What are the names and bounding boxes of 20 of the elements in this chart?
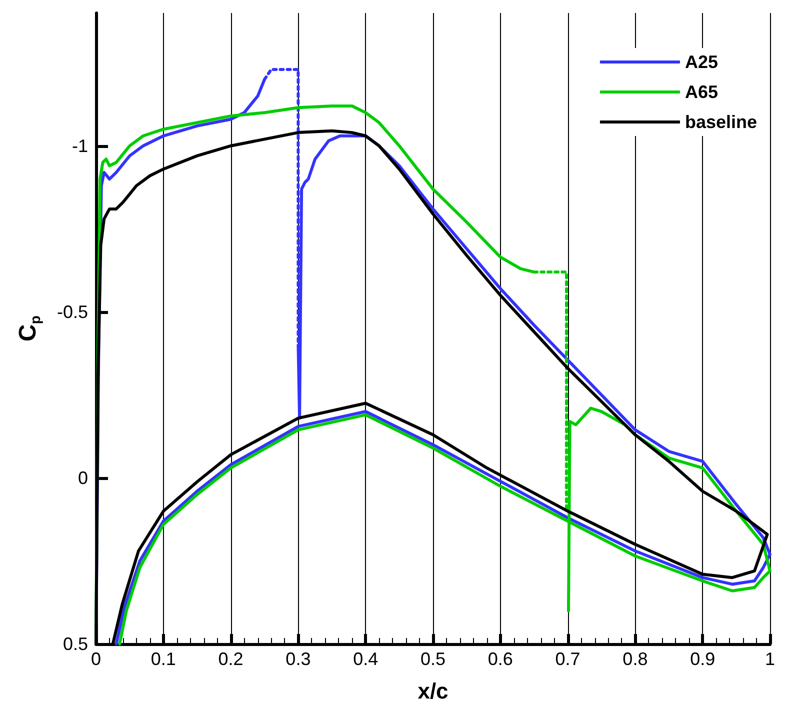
y-tick-label: -1	[72, 136, 88, 156]
x-axis-title: x/c	[418, 678, 448, 704]
x-tick-label: 0.7	[555, 649, 580, 669]
x-tick-label: 0.3	[286, 649, 311, 669]
y-tick-label: 0	[78, 468, 88, 488]
x-tick-label: 0.5	[420, 649, 446, 669]
legend-label: A65	[684, 82, 718, 102]
y-tick-label: -0.5	[56, 302, 88, 322]
x-tick-label: 0.1	[150, 649, 176, 669]
x-tick-label: 0.6	[488, 649, 513, 669]
x-tick-label: 0.4	[353, 649, 378, 669]
legend-label: baseline	[684, 112, 758, 132]
x-tick-label: 0.2	[218, 649, 244, 669]
y-tick-label: 0.5	[62, 634, 88, 654]
x-tick-label: 0.9	[690, 649, 716, 669]
x-tick-label: 0	[90, 649, 102, 669]
legend-label: A25	[684, 52, 718, 72]
x-tick-label: 1	[764, 649, 776, 669]
y-axis-title: Cp	[14, 316, 43, 342]
x-tick-label: 0.8	[622, 649, 648, 669]
